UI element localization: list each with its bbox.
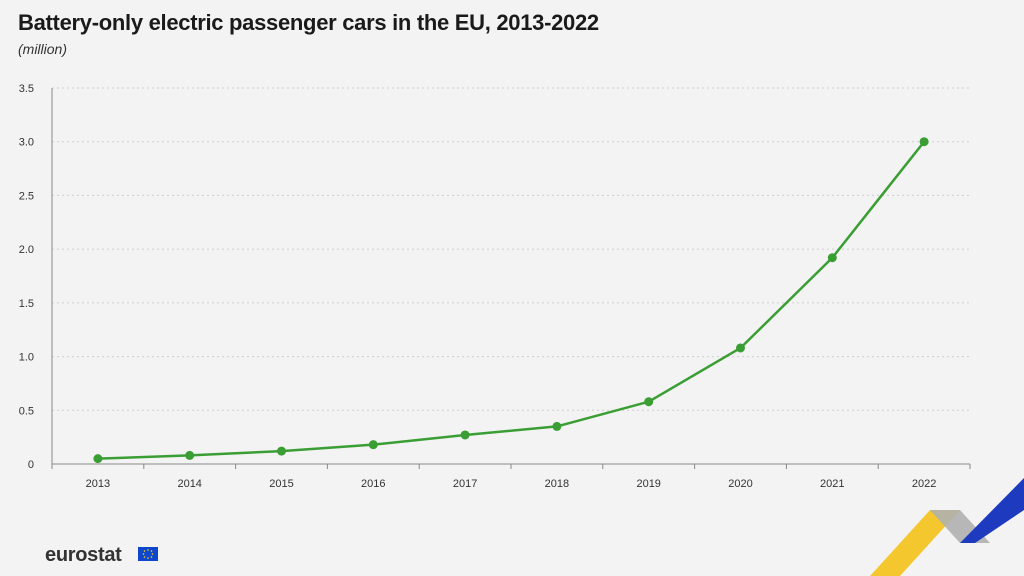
eu-flag-icon (138, 547, 158, 561)
series-line-path (97, 140, 926, 460)
footer: eurostat (0, 533, 1024, 576)
y-tick-label: 0 (28, 459, 34, 471)
x-tick-label: 2015 (269, 478, 293, 490)
y-tick-label: 0.5 (19, 405, 34, 417)
data-point (185, 450, 195, 460)
data-point (277, 446, 286, 456)
chart-unit-subtitle: (million) (18, 41, 67, 57)
x-tick-label: 2022 (912, 478, 936, 490)
data-point (827, 253, 837, 263)
data-point (919, 137, 929, 147)
data-point (460, 430, 470, 440)
y-tick-label: 1.0 (19, 352, 34, 364)
data-point (368, 440, 378, 450)
y-tick-label: 3.0 (19, 137, 34, 149)
data-point (736, 343, 745, 353)
decor-blue-stripe (960, 478, 1024, 543)
chart-title: Battery-only electric passenger cars in … (18, 10, 599, 35)
axes (51, 88, 970, 465)
eurostat-logo-text: eurostat (45, 544, 122, 566)
x-tick-label: 2017 (453, 478, 477, 490)
decor-yellow-stripe (870, 510, 960, 576)
eurostat-decor-shape (870, 478, 1024, 576)
y-tick-label: 2.0 (19, 244, 34, 256)
x-tick-label: 2013 (86, 478, 110, 490)
x-tick-label: 2019 (636, 478, 660, 490)
x-axis-ticks: 2013 2014 2015 2016 2017 2018 2019 2020 2021 2022 (51, 464, 971, 490)
x-tick-label: 2018 (545, 478, 569, 490)
data-point (552, 421, 562, 431)
y-tick-label: 3.5 (19, 83, 34, 95)
x-tick-label: 2016 (361, 478, 385, 490)
x-tick-label: 2020 (728, 478, 752, 490)
x-tick-label: 2021 (820, 478, 844, 490)
y-tick-label: 2.5 (19, 190, 34, 202)
x-tick-label: 2014 (177, 478, 201, 490)
y-axis-ticks: 0 0.5 1.0 1.5 2.0 2.5 3.0 3.5 (19, 83, 34, 471)
data-point (644, 397, 654, 407)
y-tick-label: 1.5 (19, 298, 34, 310)
gridlines (52, 87, 970, 411)
data-point (93, 454, 103, 464)
series-line (93, 137, 929, 464)
